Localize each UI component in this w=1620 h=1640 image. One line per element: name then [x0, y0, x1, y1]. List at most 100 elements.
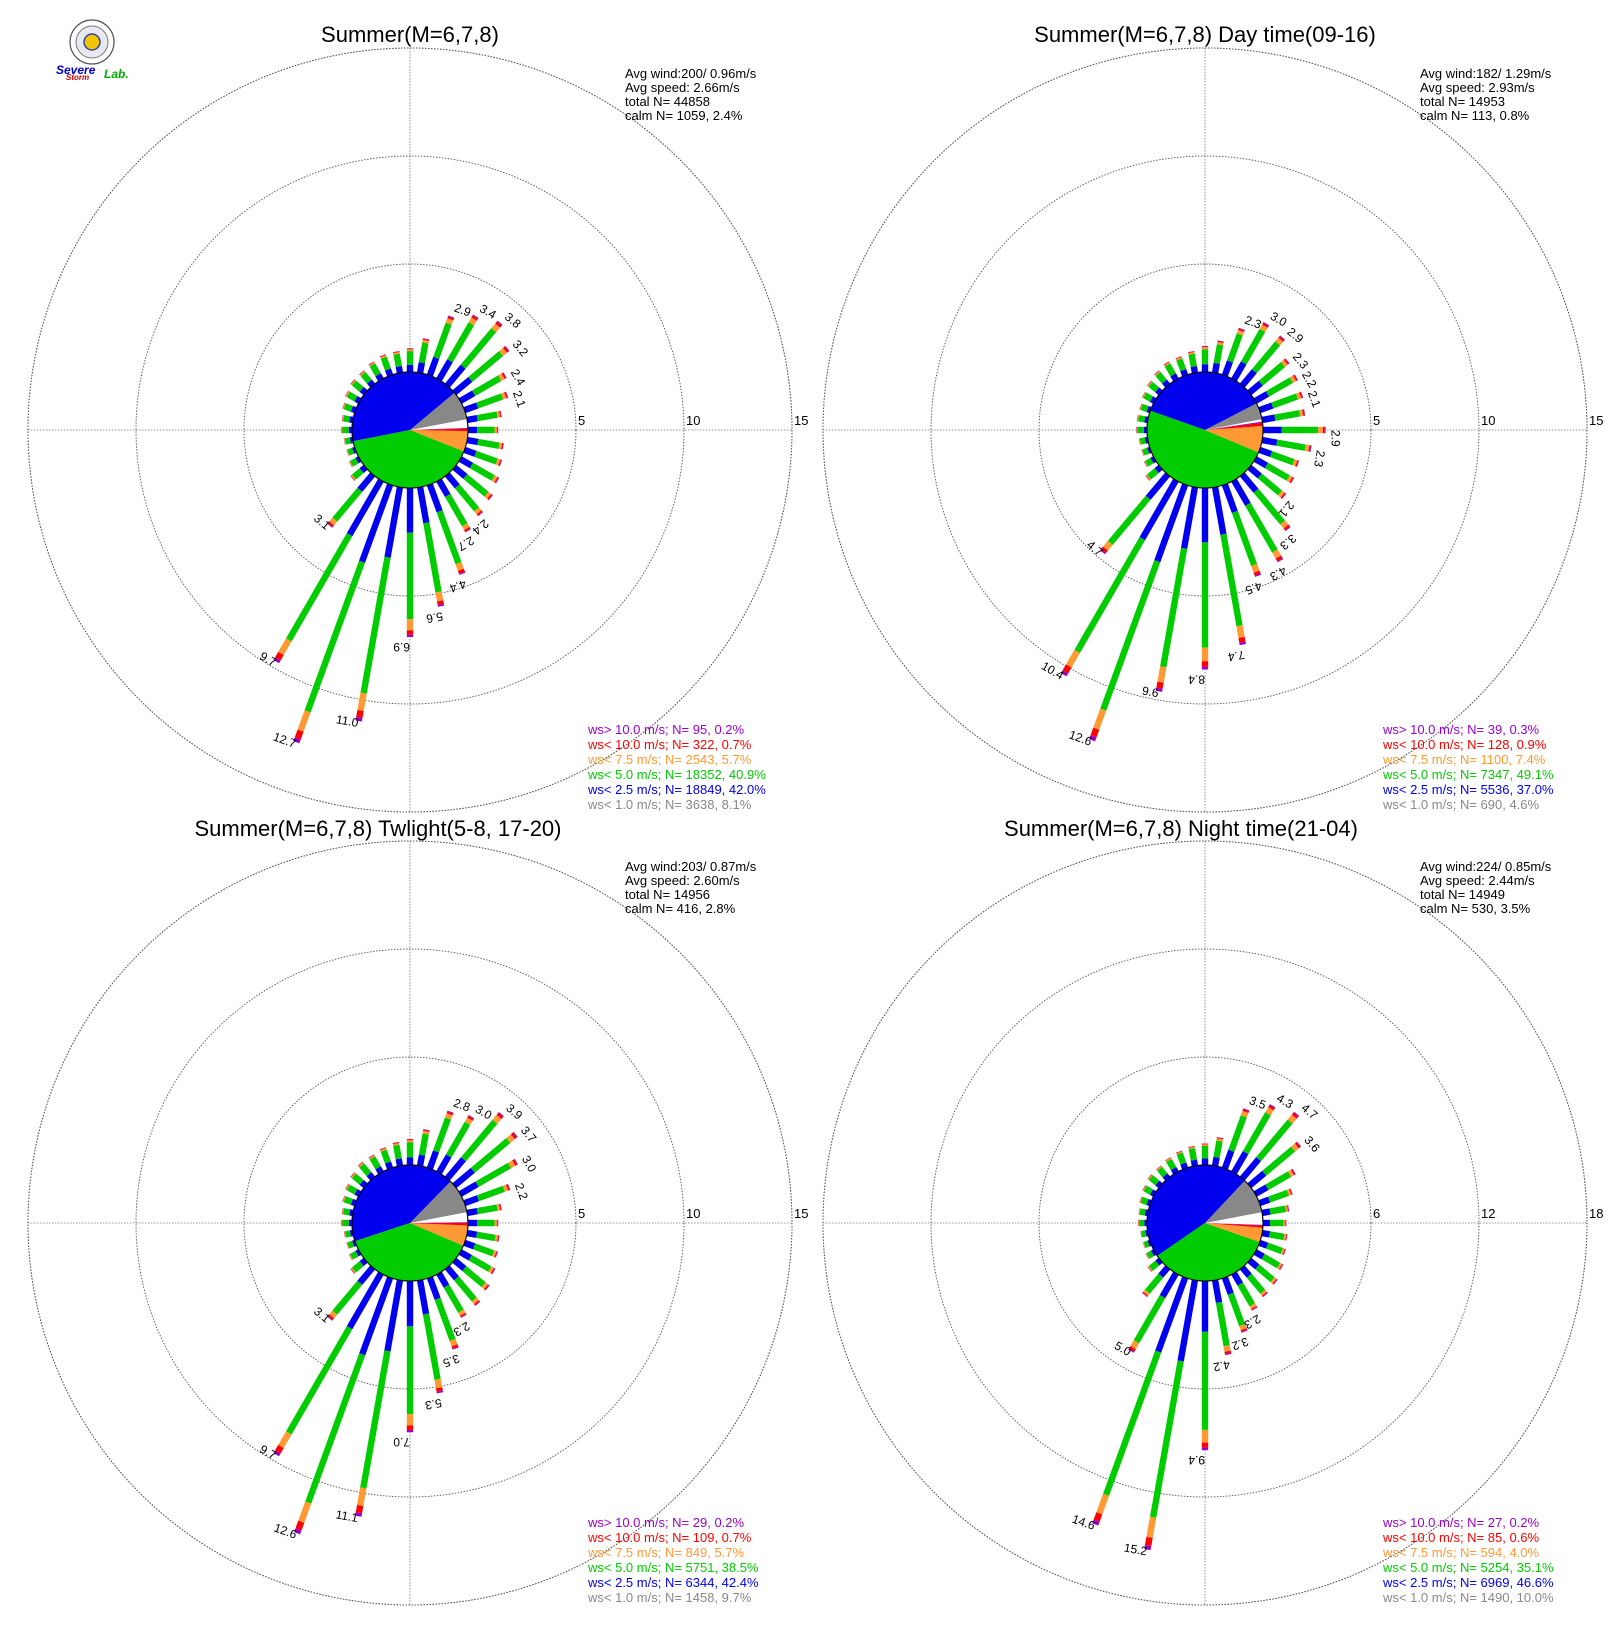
bar-seg-lt75 — [435, 591, 444, 602]
ring-label: 5 — [578, 1206, 585, 1221]
bar-seg-lt5 — [1276, 439, 1306, 451]
bar-seg-lt75 — [368, 362, 376, 367]
bar-seg-lt75 — [464, 1117, 473, 1125]
bar-seg-lt75 — [468, 317, 477, 326]
bar-dir-130 — [1247, 464, 1287, 499]
bar-seg-lt10 — [451, 1344, 459, 1349]
bar-dir-60 — [1253, 1168, 1296, 1197]
bar-seg-lt10 — [476, 510, 483, 516]
bar-dir-20 — [426, 1110, 454, 1170]
bar-seg-lt25 — [1149, 396, 1157, 404]
bar-dir-50 — [1247, 358, 1290, 396]
bar-seg-lt25 — [1239, 1157, 1262, 1181]
bar-seg-lt75 — [1154, 370, 1161, 376]
bar-dir-170 — [416, 486, 445, 607]
bar-seg-lt75 — [471, 1297, 479, 1305]
bar-dir-290 — [1139, 403, 1152, 414]
bar-seg-lt25 — [1221, 1276, 1234, 1295]
bar-dir-240 — [348, 1249, 362, 1261]
bar-dir-30 — [1231, 322, 1270, 382]
bar-dir-120 — [1253, 456, 1295, 484]
bar-seg-lt75 — [500, 392, 507, 400]
bar-seg-lt25 — [1261, 1208, 1271, 1217]
stat-total-n: total N= 14949 — [1420, 887, 1505, 902]
pie-slice-lt10 — [1205, 422, 1263, 430]
bar-dir-280 — [341, 1207, 354, 1217]
bar-value-label: 6.9 — [393, 640, 410, 654]
bar-seg-lt25 — [416, 1154, 426, 1167]
bar-seg-lt10 — [1272, 1278, 1278, 1285]
bar-seg-lt10 — [464, 526, 471, 532]
bar-seg-gt10 — [1155, 687, 1163, 692]
bar-seg-lt5 — [349, 457, 359, 467]
bar-value-label: 2.9 — [1284, 325, 1306, 347]
bar-dir-320 — [359, 370, 376, 388]
bar-seg-lt5 — [433, 322, 452, 359]
bar-seg-lt5 — [1166, 1158, 1177, 1171]
bar-seg-lt5 — [463, 473, 489, 497]
bar-seg-lt5 — [476, 1185, 505, 1202]
legend-item-lt5: ws< 5.0 m/s; N= 7347, 49.1% — [1382, 767, 1554, 782]
bar-seg-lt75 — [1287, 1114, 1297, 1124]
bar-dir-260 — [1140, 1229, 1149, 1238]
legend-item-lt1: ws< 1.0 m/s; N= 3638, 8.1% — [587, 797, 752, 812]
bar-seg-lt5 — [475, 1162, 512, 1188]
bar-seg-lt5 — [477, 438, 500, 449]
bar-seg-lt5 — [436, 510, 462, 565]
bar-value-label: 11.1 — [335, 1507, 360, 1525]
bar-seg-lt5 — [453, 1276, 477, 1302]
bar-seg-lt75 — [329, 517, 338, 526]
bar-seg-lt5 — [1139, 1208, 1146, 1216]
pie-slice-lt10 — [410, 428, 468, 432]
bar-seg-lt25 — [359, 464, 368, 474]
bar-seg-lt5 — [462, 1266, 486, 1288]
pie-slice-lt25 — [1147, 1165, 1245, 1256]
bar-seg-lt75 — [1277, 490, 1285, 498]
bar-dir-280 — [341, 414, 354, 424]
bar-seg-lt5 — [434, 1297, 456, 1342]
bar-value-label: 5.0 — [1112, 1338, 1134, 1359]
bar-seg-lt25 — [458, 456, 474, 469]
panel-title: Summer(M=6,7,8) Twlight(5-8, 17-20) — [194, 816, 561, 841]
pie-slice-gt10 — [1205, 1223, 1263, 1226]
bar-dir-120 — [1253, 1249, 1284, 1271]
bar-seg-lt75 — [358, 1162, 365, 1168]
bar-seg-lt25 — [1155, 1257, 1163, 1266]
ring-label: 12 — [1481, 1206, 1495, 1221]
bar-seg-lt10 — [1238, 328, 1245, 333]
bar-seg-lt5 — [393, 1144, 402, 1160]
bar-dir-80 — [466, 410, 502, 424]
bar-seg-lt5 — [342, 1208, 351, 1216]
bar-value-label: 3.6 — [1301, 1133, 1323, 1155]
bar-seg-lt75 — [380, 1148, 387, 1152]
stat-calm-n: calm N= 416, 2.8% — [625, 901, 736, 916]
bar-dir-60 — [1253, 374, 1298, 404]
bar-seg-lt10 — [327, 521, 335, 528]
legend-item-gt10: ws> 10.0 m/s; N= 95, 0.2% — [587, 722, 745, 737]
bar-dir-160 — [1221, 483, 1262, 577]
bar-seg-lt25 — [436, 1271, 450, 1288]
bar-seg-gt10 — [294, 1528, 302, 1535]
bar-seg-lt10 — [356, 710, 364, 719]
bar-dir-160 — [1221, 1276, 1248, 1333]
bar-value-label: 2.4 — [470, 516, 492, 538]
bar-dir-350 — [392, 1141, 404, 1167]
bar-seg-lt25 — [357, 1265, 376, 1285]
bar-seg-lt25 — [354, 1188, 362, 1197]
bar-seg-lt5 — [461, 1119, 498, 1162]
bar-value-label: 3.7 — [518, 1123, 540, 1145]
bar-dir-250 — [1141, 446, 1152, 456]
bar-seg-lt75 — [1276, 1262, 1283, 1270]
bar-seg-gt10 — [498, 1111, 504, 1118]
bar-value-label: 2.7 — [455, 533, 477, 554]
bar-seg-lt5 — [1269, 1205, 1287, 1215]
bar-seg-lt25 — [1154, 464, 1163, 474]
bar-dir-230 — [350, 1257, 368, 1274]
bar-seg-lt25 — [1139, 478, 1179, 541]
bar-dir-210 — [273, 478, 384, 664]
bar-value-label: 3.0 — [473, 1102, 495, 1123]
bar-seg-lt5 — [351, 1261, 364, 1273]
bar-dir-280 — [1138, 1208, 1149, 1217]
ring-2 — [135, 948, 685, 1498]
bar-seg-lt25 — [350, 405, 357, 414]
